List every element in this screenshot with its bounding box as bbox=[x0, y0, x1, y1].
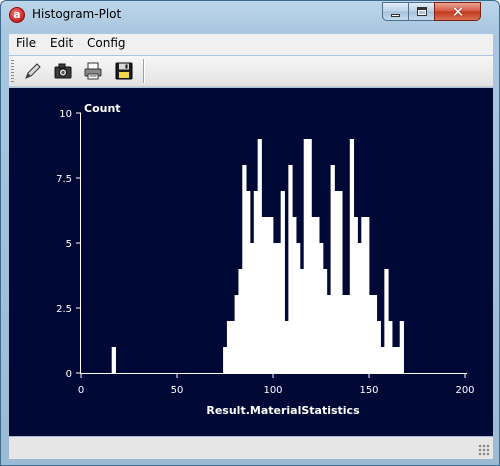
histogram-bar-30 bbox=[334, 191, 339, 373]
status-bar bbox=[9, 437, 493, 459]
minimize-icon bbox=[391, 14, 400, 17]
histogram-bar-6 bbox=[242, 165, 247, 373]
histogram-bar-16 bbox=[280, 191, 285, 373]
histogram-bar-29 bbox=[330, 165, 335, 373]
histogram-bar-27 bbox=[322, 269, 328, 373]
save-button[interactable] bbox=[114, 61, 134, 81]
histogram-bar-1 bbox=[223, 347, 228, 373]
histogram-bar-33 bbox=[345, 295, 351, 373]
histogram-bar-24 bbox=[311, 217, 316, 373]
histogram-bar-3 bbox=[230, 321, 235, 373]
histogram-bar-17 bbox=[284, 321, 289, 373]
menu-edit[interactable]: Edit bbox=[50, 36, 74, 50]
menu-config[interactable]: Config bbox=[87, 36, 126, 50]
y-axis-label: Count bbox=[84, 102, 121, 115]
histogram-bar-36 bbox=[357, 243, 362, 373]
print-button[interactable] bbox=[83, 61, 103, 81]
histogram-bar-38 bbox=[365, 217, 370, 373]
pen-button[interactable] bbox=[23, 61, 43, 81]
x-tick-label-3: 150 bbox=[359, 385, 378, 396]
y-tick-label-3: 7.5 bbox=[56, 174, 72, 185]
close-button[interactable]: ✕ bbox=[434, 2, 481, 21]
app-icon-letter: a bbox=[13, 8, 21, 21]
histogram-bar-23 bbox=[307, 139, 312, 373]
histogram-bar-18 bbox=[288, 165, 293, 373]
window-title: Histogram-Plot bbox=[32, 7, 122, 21]
x-tick-label-1: 50 bbox=[171, 385, 184, 396]
y-tick-label-2: 5 bbox=[66, 239, 72, 250]
histogram-bar-31 bbox=[338, 191, 343, 373]
y-tick-label-1: 2.5 bbox=[56, 304, 72, 315]
menu-file[interactable]: File bbox=[16, 36, 37, 50]
printer-icon bbox=[84, 62, 102, 80]
y-tick-label-0: 0 bbox=[66, 369, 72, 380]
x-axis-label: Result.MaterialStatistics bbox=[206, 404, 360, 417]
floppy-disk-icon bbox=[115, 62, 133, 80]
resize-grip[interactable] bbox=[478, 444, 490, 456]
histogram-bar-34 bbox=[349, 139, 355, 373]
app-icon[interactable]: a bbox=[9, 7, 25, 23]
histogram-bar-10 bbox=[257, 139, 262, 373]
y-axis-ticks: 0 2.5 5 7.5 10 bbox=[56, 109, 81, 380]
histogram-bar-39 bbox=[369, 295, 374, 373]
title-bar[interactable]: a Histogram-Plot ✕ bbox=[1, 1, 499, 29]
histogram-bar-0 bbox=[111, 347, 116, 373]
x-tick-label-0: 0 bbox=[78, 385, 84, 396]
histogram-bar-8 bbox=[249, 243, 255, 373]
histogram-bar-42 bbox=[380, 347, 385, 373]
histogram-bar-43 bbox=[384, 269, 389, 373]
histogram-bar-28 bbox=[326, 295, 331, 373]
histogram-bar-41 bbox=[376, 321, 381, 373]
histogram-bar-35 bbox=[353, 217, 358, 373]
pen-icon bbox=[25, 63, 41, 79]
maximize-icon bbox=[417, 7, 427, 16]
histogram-bar-19 bbox=[292, 217, 297, 373]
histogram-bar-26 bbox=[319, 243, 324, 373]
camera-icon bbox=[54, 63, 72, 79]
histogram-bar-15 bbox=[276, 243, 282, 373]
histogram-bar-11 bbox=[261, 217, 266, 373]
toolbar-separator bbox=[143, 59, 144, 83]
histogram-bar-25 bbox=[315, 217, 320, 373]
histogram-bar-20 bbox=[296, 243, 301, 373]
x-tick-label-2: 100 bbox=[263, 385, 282, 396]
camera-button[interactable] bbox=[53, 61, 73, 81]
histogram-bar-21 bbox=[299, 269, 305, 373]
histogram-bar-9 bbox=[253, 191, 259, 373]
histogram-bar-14 bbox=[273, 243, 278, 373]
maximize-button[interactable] bbox=[408, 2, 435, 21]
y-tick-label-4: 10 bbox=[59, 109, 72, 120]
x-axis-ticks: 0 50 100 150 200 bbox=[78, 373, 475, 396]
histogram-bar-2 bbox=[226, 321, 232, 373]
histogram-bar-5 bbox=[238, 269, 243, 373]
close-icon: ✕ bbox=[451, 3, 465, 21]
histogram-bar-45 bbox=[392, 347, 397, 373]
toolbar bbox=[9, 56, 493, 87]
histogram-bar-7 bbox=[246, 191, 251, 373]
histogram-bar-4 bbox=[234, 295, 239, 373]
histogram-bar-32 bbox=[342, 295, 347, 373]
histogram-bar-22 bbox=[303, 139, 308, 373]
histogram-chart: 0 50 100 150 200 0 2.5 5 7.5 10 Count Result.Mat… bbox=[56, 102, 475, 417]
histogram-bar-47 bbox=[399, 321, 404, 373]
histogram-bars bbox=[111, 139, 404, 373]
x-tick-label-4: 200 bbox=[455, 385, 474, 396]
menu-bar: File Edit Config bbox=[9, 34, 493, 55]
histogram-bar-44 bbox=[388, 321, 393, 373]
histogram-plot-area[interactable]: 0 50 100 150 200 0 2.5 5 7.5 10 Count Result.Mat… bbox=[9, 88, 493, 436]
toolbar-grip[interactable] bbox=[11, 60, 14, 82]
minimize-button[interactable] bbox=[382, 2, 409, 21]
histogram-bar-13 bbox=[269, 217, 274, 373]
histogram-bar-12 bbox=[265, 217, 270, 373]
histogram-bar-46 bbox=[395, 347, 401, 373]
histogram-bar-37 bbox=[361, 217, 366, 373]
histogram-bar-40 bbox=[372, 295, 378, 373]
